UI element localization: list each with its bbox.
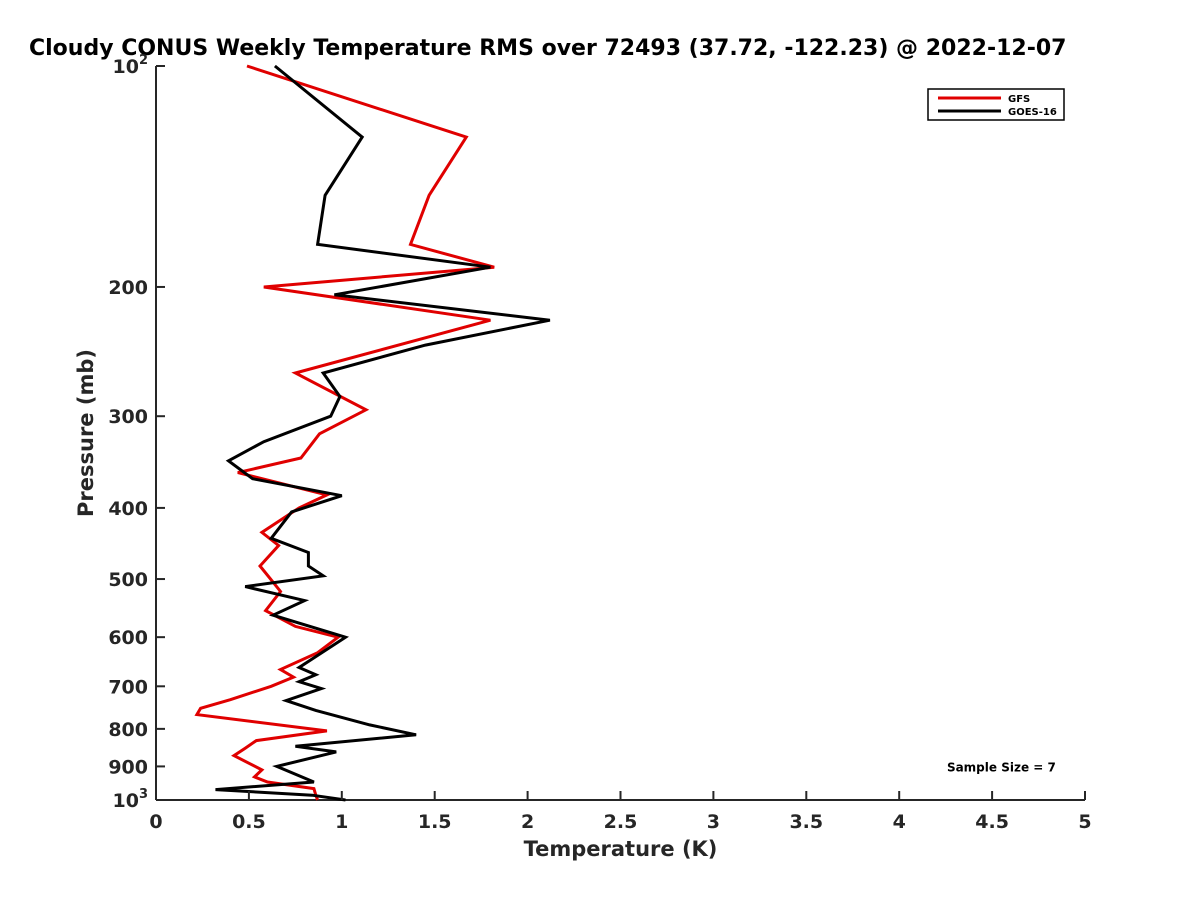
series-line-goes-16 — [215, 64, 551, 802]
ticks: 0 0.5 1 1.5 2 2.5 3 3.5 4 4.5 5 102 200 300 400 500 600 7… — [108, 53, 1091, 833]
x-tick-label: 2.5 — [604, 811, 638, 833]
x-tick-label: 0 — [149, 811, 162, 833]
x-tick-label: 1.5 — [418, 811, 452, 833]
x-tick-label: 2 — [521, 811, 534, 833]
legend-entry: GFS — [1008, 94, 1030, 105]
y-tick-label: 900 — [108, 756, 148, 778]
axes — [155, 66, 1085, 801]
series-line-gfs — [194, 64, 495, 801]
legend-box — [927, 88, 1065, 121]
y-tick-label: 500 — [108, 569, 148, 591]
x-axis-label: Temperature (K) — [524, 837, 718, 861]
y-tick-label: 102 — [113, 53, 149, 78]
y-axis-label: Pressure (mb) — [74, 349, 98, 517]
x-tick-label: 0.5 — [232, 811, 266, 833]
x-tick-label: 5 — [1078, 811, 1091, 833]
y-tick-label: 700 — [108, 676, 148, 698]
sample-size-annotation: Sample Size = 7 — [947, 760, 1056, 774]
x-tick-label: 4 — [893, 811, 906, 833]
y-tick-label: 400 — [108, 498, 148, 520]
y-tick-label: 200 — [108, 277, 148, 299]
x-tick-label: 3.5 — [789, 811, 823, 833]
legend: GFS GOES-16 — [927, 88, 1065, 121]
annotations: Sample Size = 7 — [947, 760, 1056, 774]
series-lines — [194, 64, 551, 802]
y-tick-label: 103 — [113, 787, 149, 812]
legend-entry: GOES-16 — [1008, 107, 1057, 118]
x-tick-label: 3 — [707, 811, 720, 833]
y-tick-label: 600 — [108, 627, 148, 649]
chart-title: Cloudy CONUS Weekly Temperature RMS over… — [29, 36, 1066, 61]
y-tick-label: 800 — [108, 719, 148, 741]
y-tick-label: 300 — [108, 406, 148, 428]
x-tick-label: 1 — [335, 811, 348, 833]
x-tick-label: 4.5 — [975, 811, 1009, 833]
